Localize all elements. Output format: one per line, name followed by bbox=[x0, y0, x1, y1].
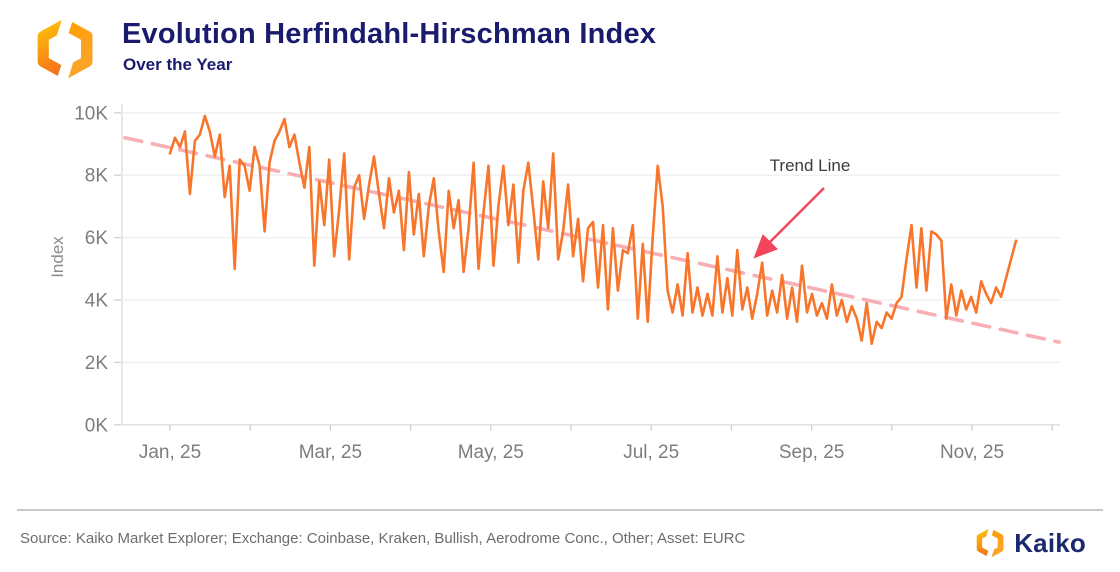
svg-text:10K: 10K bbox=[74, 103, 108, 124]
annotation-arrow bbox=[753, 187, 825, 259]
gridlines bbox=[122, 112, 1060, 364]
svg-text:8K: 8K bbox=[85, 166, 109, 187]
source-caption: Source: Kaiko Market Explorer; Exchange:… bbox=[20, 530, 746, 547]
brand-lockup: Kaiko bbox=[974, 527, 1086, 559]
trend-line-annotation: Trend Line bbox=[769, 156, 851, 175]
svg-text:Sep, 25: Sep, 25 bbox=[779, 442, 845, 463]
y-tick-labels: 0K 2K 4K 6K 8K 10K bbox=[74, 103, 108, 436]
svg-text:4K: 4K bbox=[85, 291, 109, 312]
kaiko-logo-small-icon bbox=[976, 527, 1004, 559]
svg-text:May, 25: May, 25 bbox=[458, 442, 524, 463]
footer-divider bbox=[17, 509, 1103, 511]
page-title: Evolution Herfindahl-Hirschman Index bbox=[122, 18, 657, 50]
brand-wordmark: Kaiko bbox=[1014, 527, 1086, 558]
x-tick-labels: Jan, 25 Mar, 25 May, 25 Jul, 25 Sep, 25 Nov, … bbox=[139, 442, 1004, 463]
svg-text:Jul, 25: Jul, 25 bbox=[623, 442, 679, 463]
svg-text:Nov, 25: Nov, 25 bbox=[940, 442, 1004, 463]
svg-text:6K: 6K bbox=[85, 228, 109, 249]
trend-dashed-line bbox=[123, 135, 1061, 344]
svg-text:0K: 0K bbox=[85, 415, 109, 436]
page-subtitle: Over the Year bbox=[123, 55, 233, 74]
hhi-series-line bbox=[168, 114, 1018, 346]
axes bbox=[121, 104, 1060, 426]
svg-text:Mar, 25: Mar, 25 bbox=[299, 442, 362, 463]
svg-text:Jan, 25: Jan, 25 bbox=[139, 442, 201, 463]
kaiko-logo-icon bbox=[37, 16, 93, 82]
tick-marks bbox=[114, 112, 1053, 431]
hhi-line-chart: 0K 2K 4K 6K 8K 10K Jan, 25 Mar, 25 May, 25 Jul, … bbox=[74, 103, 1061, 463]
svg-text:2K: 2K bbox=[85, 353, 109, 374]
